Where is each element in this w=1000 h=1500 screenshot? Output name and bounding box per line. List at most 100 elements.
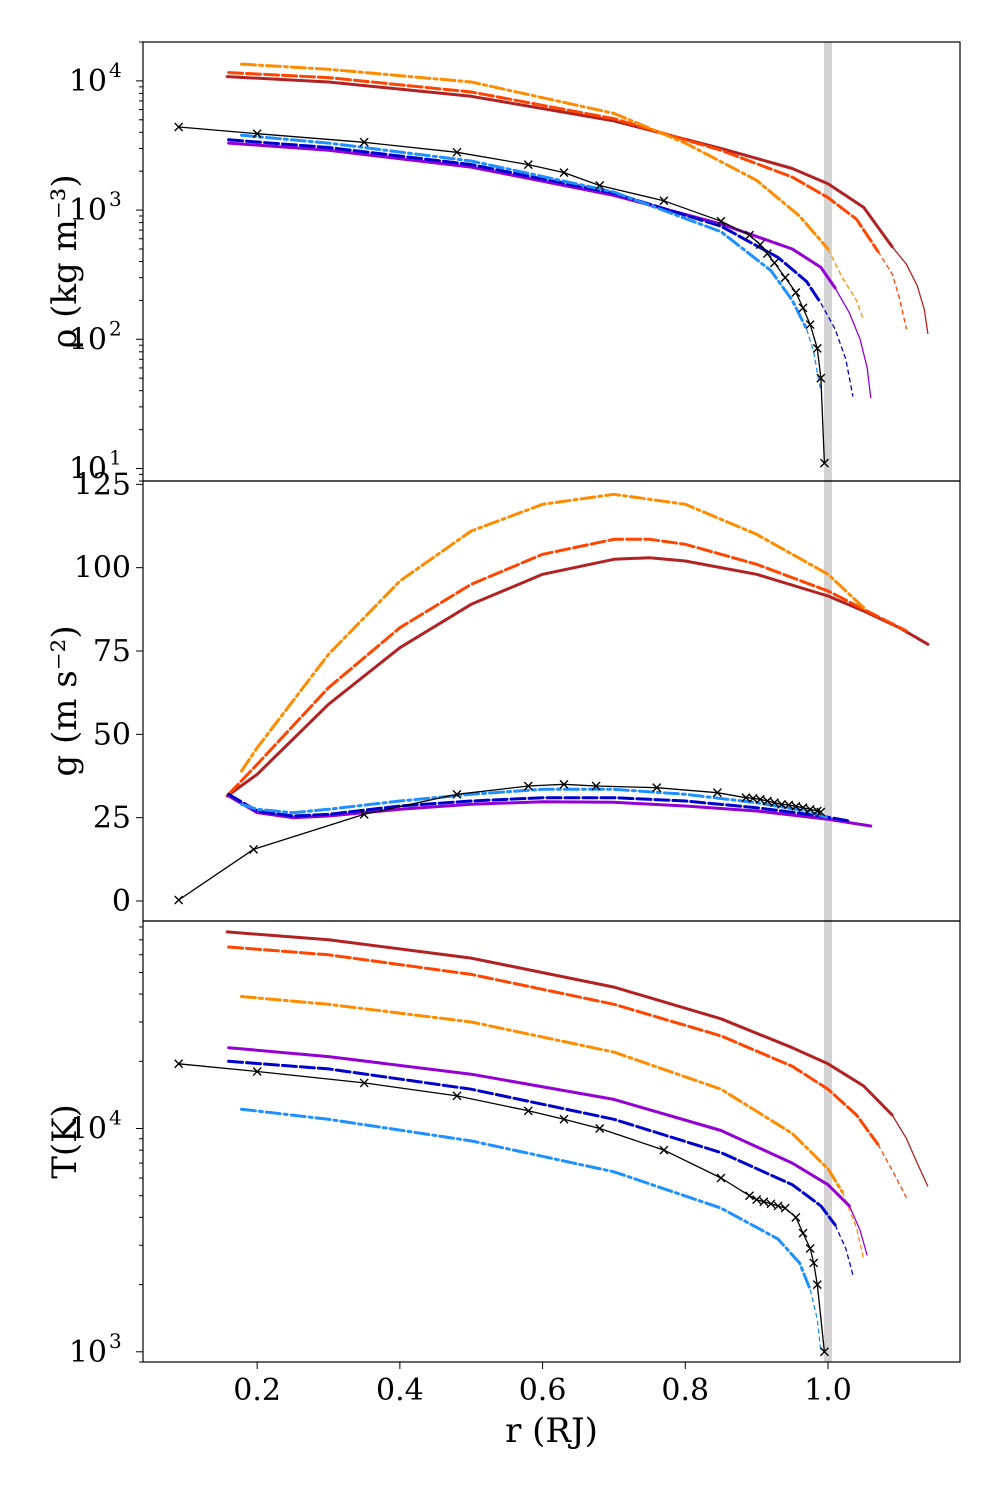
data-point-marker [174,122,184,132]
y-tick-label: 10 [69,193,107,228]
series-line [227,1059,837,1227]
x-tick-label: 0.8 [661,1373,709,1408]
series-group [174,930,929,1357]
data-point-marker [745,230,755,240]
data-point-marker [716,1173,726,1183]
series-line [225,930,894,1117]
x-tick-label: 0.2 [233,1373,281,1408]
series-tail [891,246,929,334]
y-axis-label: g (m s⁻²) [45,625,85,776]
series-tail [809,1289,822,1352]
data-point-marker [559,779,569,789]
series-line [240,995,844,1194]
data-point-marker [174,1059,184,1069]
x-tick-label: 0.6 [519,1373,567,1408]
data-point-marker [766,1199,776,1209]
data-point-marker [523,160,533,170]
data-point-marker [712,788,722,798]
data-point-marker [659,196,669,206]
axes-frame [142,480,961,922]
data-point-marker [559,168,569,178]
data-point-marker [452,789,462,799]
data-point-marker [755,240,765,250]
data-point-marker [812,343,822,353]
data-point-marker [755,794,765,804]
series-tail [891,1114,929,1187]
y-tick-label: 125 [74,467,131,502]
data-point-marker [452,147,462,157]
data-point-marker [595,1124,605,1134]
data-point-marker [762,249,772,259]
data-point-marker [762,796,772,806]
y-tick-label: 10 [69,64,107,99]
data-point-marker [809,1258,819,1268]
data-point-marker [784,800,794,810]
reference-band [823,481,832,921]
data-point-marker [769,798,779,808]
data-point-marker [798,803,808,813]
data-point-marker [741,793,751,803]
series-line [225,75,894,249]
data-point-marker [812,1280,822,1290]
y-tick-exponent: 4 [109,1106,122,1130]
data-point-marker [777,799,787,809]
data-point-marker [805,320,815,330]
series-tail [877,250,908,330]
reference-band [823,921,832,1362]
y-tick-label: 0 [112,884,131,919]
series-line [240,1107,812,1291]
data-point-marker [816,373,826,383]
data-point-marker [745,1191,755,1201]
y-axis-label: T(K) [45,1104,85,1179]
data-point-marker [805,804,815,814]
data-point-marker [659,1145,669,1155]
series-line [178,1063,826,1353]
axes-frame [142,920,961,1363]
data-point-marker [780,1203,790,1213]
y-tick-exponent: 3 [109,1329,122,1353]
y-tick-label: 10 [69,322,107,357]
panel-temperature: 10 310 4T(K)0.2 0.4 0.6 0.8 1.0r (RJ) [45,921,929,1451]
series-line [240,133,809,331]
series-line [240,787,830,820]
reference-band [823,42,832,481]
x-axis-label: r (RJ) [505,1411,598,1451]
y-tick-label: 100 [74,551,131,586]
y-tick-exponent: 4 [109,58,122,82]
panel-frames [142,41,961,1363]
data-point-marker [791,1212,801,1222]
series-group [174,492,930,905]
y-tick-label: 75 [93,634,131,669]
series-group [174,62,929,468]
data-point-marker [791,288,801,298]
data-point-marker [798,303,808,313]
data-point-marker [759,1197,769,1207]
data-point-marker [174,895,184,905]
series-tail [834,287,872,399]
data-point-marker [769,258,779,268]
data-point-marker [595,181,605,190]
series-line [240,62,830,251]
series-line [227,138,823,305]
series-line [227,71,880,253]
series-line [227,1046,851,1208]
y-tick-label: 50 [93,717,131,752]
y-tick-label: 10 [69,1335,107,1370]
y-tick-exponent: 2 [109,316,122,340]
data-point-marker [559,1114,569,1124]
series-tail [877,1143,908,1199]
data-point-marker [752,1195,762,1205]
data-point-marker [359,809,369,819]
y-tick-label: 25 [93,801,131,836]
series-tail [848,1205,868,1256]
series-line [227,945,880,1146]
series-line [227,794,873,828]
series-line [227,792,851,823]
data-point-marker [452,1091,462,1101]
x-tick-label: 1.0 [804,1373,852,1408]
y-tick-label: 10 [69,1112,107,1147]
data-point-marker [523,781,533,791]
series-tail [820,302,854,397]
